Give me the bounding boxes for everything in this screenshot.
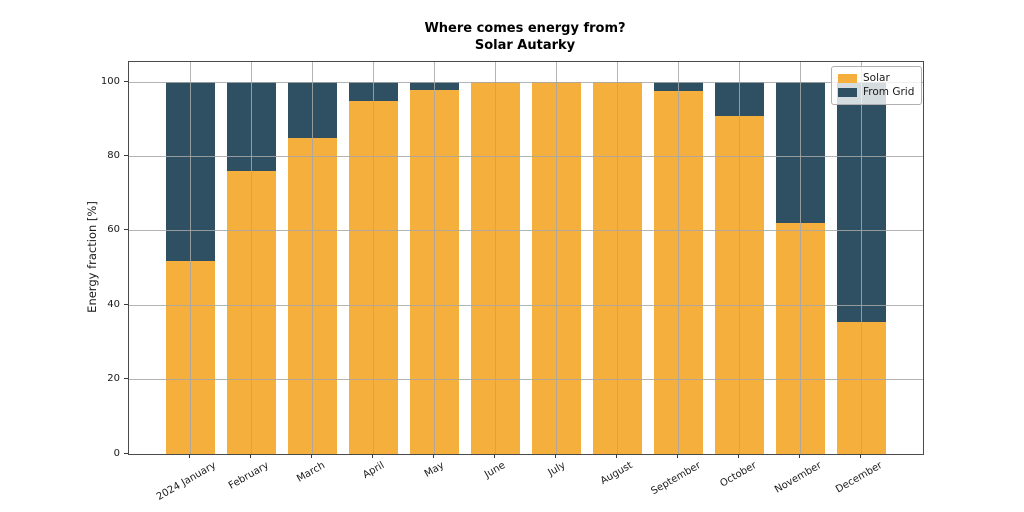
legend-rows: Solar From Grid [838,72,914,99]
x-tick-10 [738,454,740,458]
gridlines-layer [129,62,923,454]
y-tick-80 [124,154,128,156]
x-tick-4 [371,454,373,458]
v-gridline-10 [739,62,741,454]
legend-swatch-solar [838,74,857,83]
x-tick-label-8: August [598,460,635,488]
x-tick-label-3: March [295,460,328,485]
x-tick-3 [310,454,312,458]
v-gridline-1 [189,62,191,454]
y-tick-label-20: 20 [107,373,120,385]
x-tick-label-7: July [546,460,568,479]
v-gridline-5 [433,62,435,454]
v-gridline-11 [800,62,802,454]
x-tick-1 [188,454,190,458]
v-gridline-2 [250,62,252,454]
x-tick-12 [860,454,862,458]
v-gridline-3 [311,62,313,454]
y-tick-label-40: 40 [107,298,120,310]
h-gridline-40 [129,304,923,306]
x-tick-label-6: June [483,460,508,481]
legend-label-solar: Solar [863,72,890,84]
x-tick-6 [493,454,495,458]
v-gridline-6 [494,62,496,454]
v-gridline-8 [617,62,619,454]
y-tick-0 [124,452,128,454]
y-tick-label-0: 0 [113,447,120,459]
x-tick-label-2: February [227,460,272,492]
x-tick-9 [677,454,679,458]
x-tick-5 [432,454,434,458]
x-tick-2 [249,454,251,458]
legend-item-from-grid: From Grid [838,86,914,99]
x-tick-label-5: May [422,460,447,480]
y-tick-40 [124,303,128,305]
x-tick-label-4: April [360,460,386,481]
chart-title: Where comes energy from? [424,21,626,36]
legend-item-solar: Solar [838,72,914,85]
y-tick-60 [124,229,128,231]
h-gridline-60 [129,230,923,232]
v-gridline-7 [556,62,558,454]
x-tick-11 [799,454,801,458]
legend: Solar From Grid [831,66,923,105]
legend-label-from-grid: From Grid [863,86,915,98]
y-tick-label-100: 100 [100,75,120,87]
h-gridline-80 [129,155,923,157]
y-tick-100 [124,80,128,82]
y-tick-label-60: 60 [107,224,120,236]
x-tick-label-10: October [718,460,759,490]
plot-area [128,61,924,455]
x-tick-label-9: September [649,460,703,498]
legend-swatch-from-grid [838,88,857,97]
x-tick-label-11: November [772,460,824,496]
x-tick-label-12: December [834,460,885,496]
v-gridline-4 [372,62,374,454]
chart-title-block: Where comes energy from? Solar Autarky [128,21,922,54]
h-gridline-100 [129,81,923,83]
y-tick-20 [124,378,128,380]
v-gridline-9 [678,62,680,454]
x-tick-7 [555,454,557,458]
chart-subtitle: Solar Autarky [474,37,576,53]
v-gridline-12 [861,62,863,454]
h-gridline-20 [129,379,923,381]
y-tick-label-80: 80 [107,149,120,161]
x-tick-8 [616,454,618,458]
x-tick-label-1: 2024 January [154,460,219,503]
